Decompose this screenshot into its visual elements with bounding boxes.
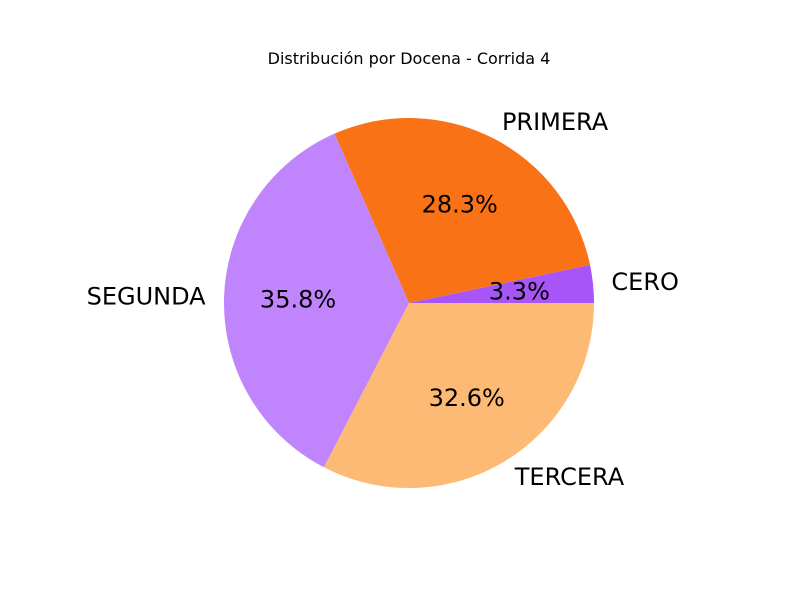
pie-labels: CERO 3.3% PRIMERA 28.3% SEGUNDA 35.8% TERCERA 3… (87, 108, 679, 491)
slice-percent-primera: 28.3% (422, 190, 498, 218)
pie-slice-tercera (323, 303, 594, 489)
pie-slices (223, 117, 594, 489)
slice-percent-tercera: 32.6% (429, 384, 505, 412)
pie-slice-segunda (223, 133, 409, 468)
chart-title: Distribución por Docena - Corrida 4 (268, 49, 551, 68)
pie-slice-cero (409, 264, 594, 303)
slice-percent-segunda: 35.8% (260, 286, 336, 314)
slice-label-primera: PRIMERA (502, 108, 609, 136)
slice-label-segunda: SEGUNDA (87, 283, 207, 311)
slice-label-tercera: TERCERA (514, 463, 625, 491)
pie-slice-primera (334, 117, 591, 304)
slice-percent-cero: 3.3% (489, 278, 550, 306)
slice-label-cero: CERO (611, 268, 679, 296)
